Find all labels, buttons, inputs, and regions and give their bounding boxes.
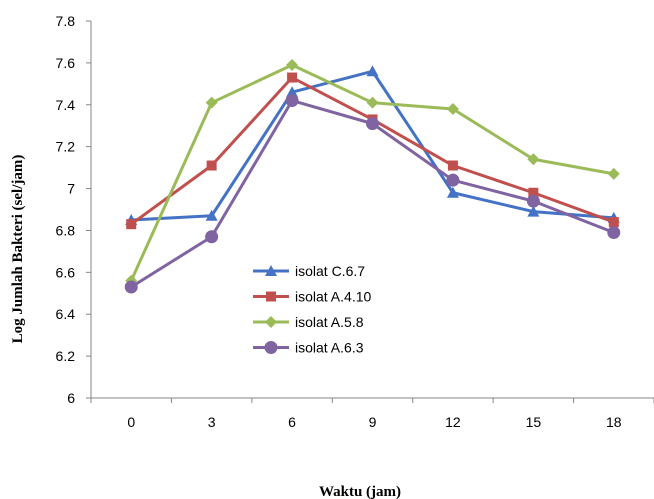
- legend-marker: [265, 265, 277, 276]
- data-point-triangle: [446, 186, 459, 198]
- y-tick-label: 6.2: [56, 348, 76, 364]
- series-layer: [124, 58, 621, 294]
- data-point-circle: [205, 230, 219, 244]
- y-tick-label: 6.6: [56, 264, 76, 280]
- data-point-square: [608, 217, 619, 228]
- data-point-diamond: [446, 102, 459, 115]
- series-0: [125, 65, 620, 225]
- legend-marker: [266, 291, 276, 302]
- legend-marker: [265, 316, 277, 328]
- x-tick-label: 6: [288, 414, 296, 430]
- legend: isolat C.6.7 isolat A.4.10 isolat A.5.8 iso…: [253, 263, 371, 356]
- axes: 6 6.2 6.4 6.6 6.8 7 7.2 7.4 7.6 7.8 0 3 6 9 12 15 18: [56, 13, 654, 430]
- data-point-square: [287, 72, 298, 83]
- data-point-square: [528, 187, 539, 198]
- x-tick-label: 9: [369, 414, 377, 430]
- legend-label: isolat A.4.10: [295, 289, 371, 305]
- y-tick-label: 7.2: [56, 139, 76, 155]
- data-point-square: [447, 160, 458, 171]
- legend-label: isolat A.5.8: [295, 314, 364, 330]
- y-tick-label: 7.6: [56, 55, 76, 71]
- x-axis-title: Waktu (jam): [319, 484, 401, 499]
- data-point-triangle: [286, 86, 299, 98]
- legend-item: isolat C.6.7: [253, 263, 365, 279]
- series-line: [131, 69, 614, 222]
- y-tick-label: 7: [67, 181, 75, 197]
- legend-marker: [264, 341, 278, 354]
- legend-label: isolat C.6.7: [295, 263, 365, 279]
- data-point-diamond: [205, 96, 218, 109]
- data-point-circle: [526, 194, 540, 208]
- data-point-triangle: [366, 65, 379, 77]
- legend-item: isolat A.5.8: [253, 314, 364, 330]
- data-point-diamond: [366, 96, 379, 109]
- data-point-circle: [446, 173, 460, 187]
- legend-item: isolat A.4.10: [253, 289, 371, 305]
- data-point-circle: [607, 226, 621, 240]
- legend-label: isolat A.6.3: [295, 340, 364, 356]
- data-point-square: [206, 160, 217, 171]
- data-point-circle: [124, 280, 138, 294]
- data-point-triangle: [527, 205, 540, 217]
- x-tick-label: 0: [127, 414, 135, 430]
- x-tick-label: 12: [445, 414, 461, 430]
- data-point-circle: [366, 117, 379, 131]
- y-tick-label: 6.4: [56, 306, 76, 322]
- data-point-circle: [285, 94, 299, 108]
- y-tick-label: 6: [67, 390, 75, 406]
- data-point-diamond: [607, 167, 620, 180]
- x-tick-label: 15: [526, 414, 542, 430]
- y-axis-title: Log Jumlah Bakteri (sel/jam): [10, 155, 26, 344]
- data-point-diamond: [286, 58, 299, 71]
- data-point-triangle: [205, 209, 218, 221]
- series-3: [124, 94, 621, 294]
- data-point-diamond: [527, 153, 540, 166]
- legend-item: isolat A.6.3: [253, 340, 364, 356]
- y-tick-label: 7.4: [56, 97, 76, 113]
- x-tick-label: 3: [208, 414, 216, 430]
- y-tick-label: 6.8: [56, 222, 76, 238]
- y-tick-label: 7.8: [56, 13, 76, 29]
- x-tick-label: 18: [606, 414, 622, 430]
- data-point-square: [126, 219, 137, 230]
